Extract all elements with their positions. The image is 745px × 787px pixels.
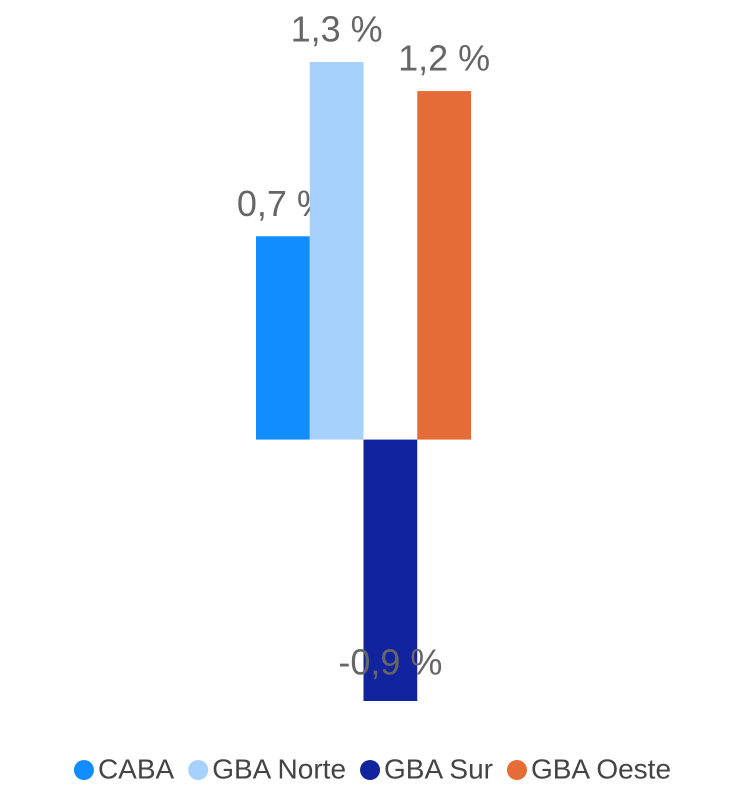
data-label: 1,3 % [291,9,383,50]
legend-label: GBA Norte [212,753,346,784]
data-label: -0,9 % [338,642,442,683]
legend-marker [188,760,209,780]
legend-label: CABA [98,753,175,784]
legend-label: GBA Sur [384,753,493,784]
data-label: 1,2 % [398,38,490,79]
bar [309,62,364,440]
legend-marker [360,760,381,780]
legend-marker [506,760,527,780]
bar [417,91,471,440]
bar [363,439,418,701]
legend-marker [73,760,94,780]
bar [256,236,310,440]
legend-label: GBA Oeste [531,753,671,784]
